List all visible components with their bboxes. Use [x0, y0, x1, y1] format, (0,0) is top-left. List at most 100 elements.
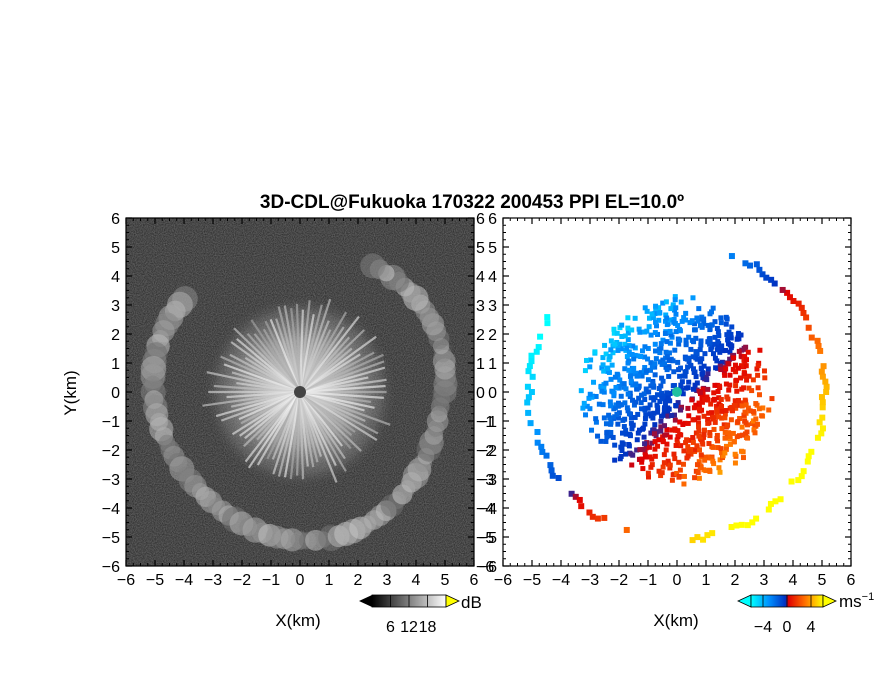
- velocity-echo-cell: [735, 397, 741, 403]
- velocity-echo-cell: [608, 419, 614, 425]
- velocity-echo-cell: [714, 411, 720, 417]
- colorbar-tick-label: 12: [400, 619, 418, 636]
- velocity-echo-cell: [712, 396, 718, 402]
- velocity-echo-cell: [629, 327, 635, 333]
- velocity-echo-cell: [638, 400, 644, 406]
- velocity-echo-cell: [723, 321, 729, 327]
- velocity-echo-cell: [678, 382, 684, 388]
- velocity-echo-cell: [651, 410, 657, 416]
- velocity-echo-cell: [736, 348, 742, 354]
- y-tick-label: −2: [102, 443, 120, 460]
- velocity-ring-echo: [728, 253, 735, 260]
- velocity-echo-cell: [665, 458, 671, 464]
- velocity-echo-cell: [668, 332, 674, 338]
- velocity-ring-echo: [568, 490, 575, 497]
- velocity-echo-cell: [719, 343, 725, 349]
- velocity-echo-cell: [707, 430, 713, 436]
- velocity-echo-cell: [623, 431, 629, 437]
- velocity-echo-cell: [732, 460, 738, 466]
- velocity-echo-cell: [688, 363, 694, 369]
- velocity-echo-cell: [660, 464, 666, 470]
- velocity-echo-cell: [633, 370, 639, 376]
- velocity-echo-cell: [661, 460, 667, 466]
- velocity-echo-cell: [702, 351, 708, 357]
- velocity-echo-cell: [649, 462, 655, 468]
- velocity-echo-cell: [723, 366, 729, 372]
- velocity-ring-echo: [709, 530, 716, 537]
- velocity-echo-cell: [671, 369, 677, 375]
- velocity-x-axis-label: X(km): [653, 611, 698, 630]
- y-tick-label-right: −2: [476, 443, 494, 460]
- velocity-colorbar: −4 0 4 ms−1: [737, 591, 874, 636]
- velocity-echo-cell: [626, 367, 632, 373]
- velocity-echo-cell: [707, 433, 713, 439]
- velocity-echo-cell: [667, 465, 673, 471]
- velocity-ring-echo: [805, 453, 812, 460]
- velocity-echo-cell: [671, 383, 677, 389]
- velocity-echo-cell: [712, 382, 718, 388]
- velocity-echo-cell: [658, 424, 664, 430]
- velocity-echo-cell: [716, 401, 722, 407]
- velocity-echo-cell: [693, 447, 699, 453]
- velocity-echo-cell: [726, 430, 732, 436]
- velocity-echo-cell: [743, 344, 749, 350]
- y-tick-label: 1: [111, 356, 120, 373]
- velocity-echo-cell: [639, 373, 645, 379]
- velocity-echo-cell: [630, 452, 636, 458]
- velocity-echo-cell: [701, 427, 707, 433]
- y-tick-label: 4: [488, 269, 497, 286]
- velocity-echo-cell: [745, 405, 751, 411]
- velocity-echo-cell: [692, 369, 698, 375]
- velocity-echo-cell: [756, 406, 762, 412]
- velocity-echo-cell: [724, 332, 730, 338]
- velocity-echo-cell: [693, 335, 699, 341]
- velocity-echo-cell: [648, 464, 654, 470]
- velocity-echo-cell: [722, 429, 728, 435]
- velocity-echo-cell: [666, 357, 672, 363]
- velocity-echo-cell: [615, 347, 621, 353]
- velocity-echo-cell: [679, 318, 685, 324]
- velocity-echo-cell: [739, 424, 745, 430]
- velocity-ring-echo: [819, 373, 826, 380]
- velocity-echo-cell: [656, 437, 662, 443]
- velocity-echo-cell: [611, 393, 617, 399]
- velocity-echo-cell: [618, 444, 624, 450]
- velocity-echo-cell: [676, 459, 682, 465]
- velocity-echo-cell: [730, 366, 736, 372]
- velocity-echo-cell: [629, 462, 635, 468]
- velocity-echo-cell: [601, 385, 607, 391]
- velocity-echo-cell: [734, 388, 740, 394]
- velocity-echo-cell: [662, 361, 668, 367]
- velocity-echo-cell: [679, 379, 685, 385]
- velocity-echo-cell: [639, 459, 645, 465]
- velocity-echo-cell: [636, 427, 642, 433]
- velocity-echo-cell: [724, 394, 730, 400]
- velocity-echo-cell: [743, 402, 749, 408]
- velocity-echo-cell: [696, 424, 702, 430]
- velocity-echo-cell: [634, 353, 640, 359]
- velocity-echo-cell: [729, 407, 735, 413]
- velocity-ring-echo: [525, 409, 532, 416]
- velocity-ring-echo: [744, 522, 751, 529]
- intensity-x-axis-label: X(km): [275, 611, 320, 630]
- velocity-echo-cell: [691, 405, 697, 411]
- velocity-echo-cell: [717, 349, 723, 355]
- velocity-echo-cell: [712, 319, 718, 325]
- velocity-echo-cell: [677, 419, 683, 425]
- velocity-echo-cell: [656, 310, 662, 316]
- y-tick-label-right: 4: [476, 269, 485, 286]
- x-tick-label: 5: [818, 572, 827, 589]
- velocity-echo-cell: [612, 374, 618, 380]
- velocity-echo-cell: [683, 310, 689, 316]
- velocity-echo-cell: [741, 357, 747, 363]
- velocity-echo-cell: [602, 342, 608, 348]
- velocity-echo-cell: [646, 474, 652, 480]
- velocity-echo-cell: [705, 420, 711, 426]
- velocity-echo-cell: [611, 406, 617, 412]
- x-tick-label: −4: [175, 572, 193, 589]
- velocity-echo-cell: [713, 414, 719, 420]
- velocity-echo-cell: [587, 391, 593, 397]
- intensity-radial-streak: [298, 298, 332, 393]
- velocity-echo-cell: [603, 380, 609, 386]
- velocity-echo-cell: [629, 351, 635, 357]
